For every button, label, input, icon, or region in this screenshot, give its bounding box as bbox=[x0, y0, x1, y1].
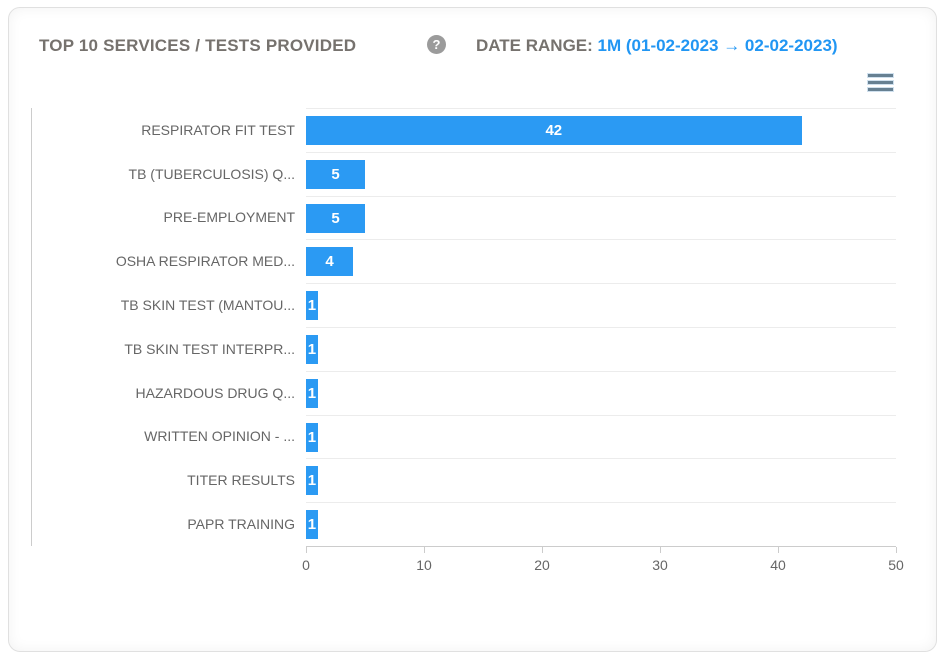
bar[interactable]: 4 bbox=[306, 247, 354, 277]
menu-line bbox=[867, 73, 894, 78]
chart-title: TOP 10 SERVICES / TESTS PROVIDED bbox=[39, 36, 357, 55]
bar[interactable]: 1 bbox=[306, 422, 318, 452]
chart-row: PRE-EMPLOYMENT 5 bbox=[31, 195, 896, 240]
chart-row: WRITTEN OPINION - ... 1 bbox=[31, 414, 896, 459]
x-axis-tick bbox=[778, 547, 779, 553]
chart-row: PAPR TRAINING 1 bbox=[31, 502, 896, 546]
chart-row: TB (TUBERCULOSIS) Q... 5 bbox=[31, 151, 896, 196]
chart-row: HAZARDOUS DRUG Q... 1 bbox=[31, 370, 896, 415]
x-axis-tick bbox=[660, 547, 661, 553]
category-label: TB SKIN TEST (MANTOU... bbox=[120, 297, 295, 314]
chart-rows: RESPIRATOR FIT TEST 42 TB (TUBERCULOSIS) Q… bbox=[31, 108, 896, 546]
bar[interactable]: 1 bbox=[306, 334, 318, 364]
bar-value-label: 4 bbox=[325, 253, 334, 271]
chart-row: RESPIRATOR FIT TEST 42 bbox=[31, 108, 896, 152]
bar-value-label: 5 bbox=[331, 165, 340, 183]
x-axis-tick-label: 50 bbox=[888, 557, 904, 573]
chart-row: TB SKIN TEST INTERPR... 1 bbox=[31, 326, 896, 371]
category-label: TB SKIN TEST INTERPR... bbox=[124, 340, 295, 357]
bar[interactable]: 1 bbox=[306, 378, 318, 408]
x-axis: 0 10 20 30 40 50 bbox=[302, 546, 904, 586]
x-axis-tick-label: 40 bbox=[770, 557, 786, 573]
category-label: HAZARDOUS DRUG Q... bbox=[135, 384, 295, 401]
date-range: DATE RANGE: 1M (01-02-2023 → 02-02-2023) bbox=[476, 36, 838, 56]
category-label: OSHA RESPIRATOR MED... bbox=[115, 253, 295, 270]
help-icon[interactable]: ? bbox=[427, 35, 446, 54]
bar[interactable]: 5 bbox=[306, 203, 365, 233]
x-axis-tick-label: 30 bbox=[652, 557, 668, 573]
plot-band: 5 bbox=[306, 195, 896, 240]
date-range-value: 1M (01-02-2023 → 02-02-2023) bbox=[597, 36, 838, 55]
chart-row: TITER RESULTS 1 bbox=[31, 458, 896, 502]
plot-band: 1 bbox=[306, 414, 896, 459]
chart-row: OSHA RESPIRATOR MED... 4 bbox=[31, 239, 896, 283]
plot-band: 42 bbox=[306, 108, 896, 152]
plot-band: 1 bbox=[306, 502, 896, 546]
bar[interactable]: 1 bbox=[306, 510, 318, 540]
x-axis-tick-label: 10 bbox=[416, 557, 432, 573]
x-axis-tick bbox=[896, 547, 897, 553]
plot-band: 4 bbox=[306, 239, 896, 283]
category-label: PRE-EMPLOYMENT bbox=[163, 209, 295, 226]
category-label: PAPR TRAINING bbox=[187, 516, 295, 533]
bar-value-label: 42 bbox=[545, 122, 563, 139]
bar-value-label: 5 bbox=[331, 209, 340, 227]
bar[interactable]: 1 bbox=[306, 291, 318, 321]
menu-line bbox=[867, 80, 894, 85]
plot-band: 1 bbox=[306, 370, 896, 415]
bar-value-label: 1 bbox=[307, 297, 317, 315]
x-axis-tick bbox=[424, 547, 425, 553]
chart-card: TOP 10 SERVICES / TESTS PROVIDED ? DATE … bbox=[8, 7, 937, 652]
category-label: TB (TUBERCULOSIS) Q... bbox=[128, 165, 295, 182]
x-axis-tick-label: 20 bbox=[534, 557, 550, 573]
bar[interactable]: 42 bbox=[306, 116, 802, 145]
y-axis-line bbox=[31, 108, 32, 546]
bar[interactable]: 1 bbox=[306, 466, 318, 496]
plot-band: 1 bbox=[306, 458, 896, 502]
plot-band: 5 bbox=[306, 151, 896, 196]
x-axis-tick bbox=[306, 547, 307, 553]
bar-value-label: 1 bbox=[307, 384, 317, 402]
x-axis-line bbox=[306, 546, 896, 547]
category-label: WRITTEN OPINION - ... bbox=[144, 428, 295, 445]
bar-value-label: 1 bbox=[307, 340, 317, 358]
bar[interactable]: 5 bbox=[306, 159, 365, 189]
date-range-label: DATE RANGE: bbox=[476, 36, 593, 55]
chart-row: TB SKIN TEST (MANTOU... 1 bbox=[31, 283, 896, 327]
x-axis-tick-label: 0 bbox=[302, 557, 310, 573]
category-label: TITER RESULTS bbox=[187, 472, 295, 489]
plot-band: 1 bbox=[306, 283, 896, 327]
x-axis-tick bbox=[542, 547, 543, 553]
bar-value-label: 1 bbox=[307, 516, 317, 534]
category-label: RESPIRATOR FIT TEST bbox=[141, 121, 295, 138]
plot-band: 1 bbox=[306, 326, 896, 371]
bar-value-label: 1 bbox=[307, 428, 317, 446]
bar-value-label: 1 bbox=[307, 472, 317, 490]
menu-line bbox=[867, 87, 894, 92]
hamburger-menu-icon[interactable] bbox=[865, 71, 896, 96]
